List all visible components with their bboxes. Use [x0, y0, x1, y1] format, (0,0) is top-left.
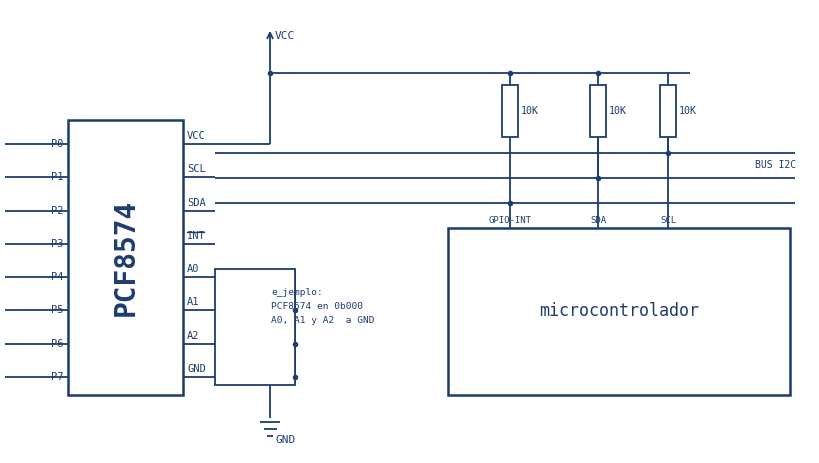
Bar — [448, 228, 790, 395]
Text: A0, A1 y A2  a GND: A0, A1 y A2 a GND — [271, 316, 374, 325]
Text: P7: P7 — [52, 372, 64, 382]
Text: P5: P5 — [52, 306, 64, 315]
Text: e_jemplo:: e_jemplo: — [271, 288, 323, 297]
Text: SDA: SDA — [590, 216, 606, 225]
Text: A0: A0 — [187, 264, 200, 274]
Text: BUS I2C: BUS I2C — [755, 161, 796, 170]
Text: GND: GND — [187, 364, 206, 374]
Text: 10K: 10K — [521, 106, 539, 116]
Text: PCF8574 en 0b000: PCF8574 en 0b000 — [271, 302, 363, 311]
Text: P2: P2 — [52, 206, 64, 216]
Bar — [215, 269, 295, 385]
Text: GND: GND — [275, 435, 296, 445]
Text: A2: A2 — [187, 331, 200, 341]
Text: P4: P4 — [52, 272, 64, 282]
Bar — [660, 85, 676, 137]
Text: PCF8574: PCF8574 — [111, 199, 139, 316]
Text: P6: P6 — [52, 339, 64, 349]
Text: P1: P1 — [52, 172, 64, 182]
Text: SDA: SDA — [187, 198, 206, 207]
Bar — [502, 85, 518, 137]
Text: VCC: VCC — [275, 31, 296, 41]
Text: microcontrolador: microcontrolador — [539, 302, 699, 320]
Bar — [590, 85, 606, 137]
Text: INT: INT — [187, 231, 206, 241]
Text: A1: A1 — [187, 297, 200, 307]
Text: SCL: SCL — [660, 216, 676, 225]
Text: SCL: SCL — [187, 164, 206, 174]
Text: GPIO-INT: GPIO-INT — [488, 216, 532, 225]
Bar — [68, 120, 183, 395]
Text: P3: P3 — [52, 239, 64, 249]
Text: 10K: 10K — [609, 106, 627, 116]
Text: 10K: 10K — [679, 106, 697, 116]
Text: P0: P0 — [52, 139, 64, 149]
Text: VCC: VCC — [187, 131, 206, 141]
